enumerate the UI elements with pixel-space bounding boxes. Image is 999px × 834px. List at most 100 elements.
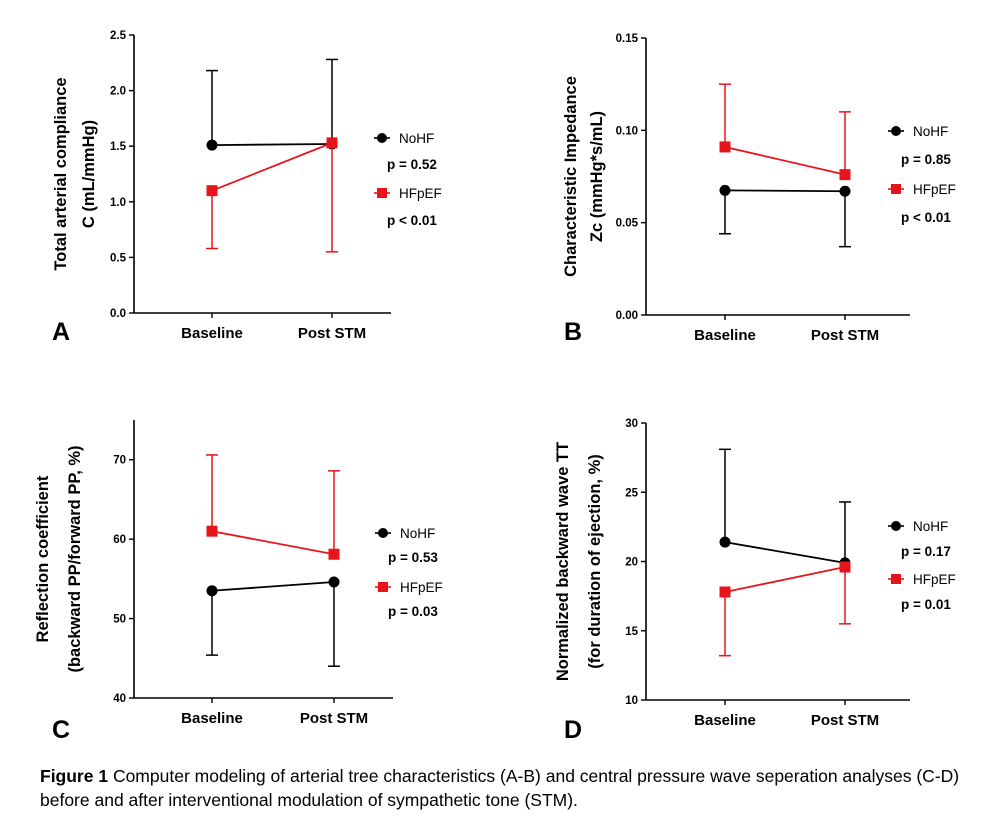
legend-label-hfpef: HFpEF <box>399 186 442 201</box>
y-tick-label: 0.5 <box>110 252 127 264</box>
legend-swatch-hfpef <box>891 574 901 584</box>
x-tick-label-baseline: Baseline <box>694 327 756 344</box>
data-point <box>328 548 340 560</box>
series-hfpef <box>719 561 851 657</box>
y-axis-label-line-1: Total arterial compliance <box>52 77 70 270</box>
caption-lead: Figure 1 <box>40 766 109 786</box>
p-value-nohf: p = 0.52 <box>387 157 437 172</box>
y-axis-label-line-1: Characteristic Impedance <box>562 76 580 277</box>
p-value-nohf: p = 0.85 <box>901 152 951 167</box>
x-tick-label-baseline: Baseline <box>181 710 243 727</box>
series-line <box>211 142 333 192</box>
series-nohf <box>719 184 851 248</box>
x-tick-label-post-stm: Post STM <box>300 710 368 727</box>
legend-swatch-hfpef <box>891 184 901 194</box>
y-axis-label-line-2: (backward PP/forward PP, %) <box>66 445 84 672</box>
x-tick-label-post-stm: Post STM <box>298 325 366 342</box>
y-axis-label-line-2: (for duration of ejection, %) <box>586 454 604 669</box>
y-tick-label: 15 <box>625 626 638 638</box>
y-tick-label: 2.0 <box>110 86 126 98</box>
data-point <box>839 169 851 181</box>
y-tick-label: 10 <box>625 695 638 707</box>
x-tick-label-baseline: Baseline <box>181 325 243 342</box>
series-nohf <box>206 58 338 151</box>
panel-label: D <box>564 716 582 744</box>
panel-label: A <box>52 318 70 346</box>
y-tick-label: 0.0 <box>110 308 126 320</box>
panel-label: C <box>52 716 70 744</box>
y-axis-label-line-1: Normalized backward wave TT <box>554 442 572 681</box>
y-tick-label: 1.0 <box>110 197 126 209</box>
y-tick-label: 60 <box>113 534 126 546</box>
data-point <box>206 585 218 597</box>
series-line <box>211 581 335 592</box>
series-nohf <box>719 448 851 569</box>
data-point <box>839 185 851 197</box>
data-point <box>206 525 218 537</box>
legend-swatch-hfpef <box>377 188 387 198</box>
chart-panel-b: 0.00 0.05 0.10 0.15 Baseline Post STM Characte… <box>562 33 956 346</box>
legend: NoHF p = 0.17 HFpEF p = 0.01 <box>888 519 956 612</box>
p-value-nohf: p = 0.53 <box>388 550 438 565</box>
series-line <box>724 146 846 176</box>
legend-swatch-nohf <box>377 133 387 143</box>
series-line <box>211 530 335 556</box>
y-tick-label: 1.5 <box>110 141 127 153</box>
legend-label-nohf: NoHF <box>913 124 948 139</box>
y-tick-label: 40 <box>113 693 126 705</box>
legend: NoHF p = 0.52 HFpEF p < 0.01 <box>374 131 442 228</box>
y-tick-label: 50 <box>113 614 126 626</box>
series-line <box>724 566 846 593</box>
series-line <box>211 143 333 146</box>
legend-label-hfpef: HFpEF <box>400 580 443 595</box>
p-value-hfpef: p = 0.03 <box>388 604 438 619</box>
p-value-hfpef: p < 0.01 <box>387 213 437 228</box>
y-tick-label: 30 <box>625 418 638 430</box>
data-point <box>719 536 731 548</box>
legend: NoHF p = 0.53 HFpEF p = 0.03 <box>375 526 443 619</box>
legend-swatch-nohf <box>378 528 388 538</box>
series-nohf <box>206 576 340 667</box>
p-value-hfpef: p = 0.01 <box>901 597 951 612</box>
y-axis-label-line-2: Zc (mmHg*s/mL) <box>588 111 606 242</box>
legend-label-hfpef: HFpEF <box>913 572 956 587</box>
data-point <box>719 141 731 153</box>
y-tick-label: 2.5 <box>110 30 127 42</box>
chart-panel-a: 0.0 0.5 1.0 1.5 2.0 2.5 Baseline Post STM Total … <box>52 30 442 346</box>
legend-swatch-hfpef <box>378 582 388 592</box>
legend-label-hfpef: HFpEF <box>913 182 956 197</box>
legend-label-nohf: NoHF <box>399 131 434 146</box>
legend-label-nohf: NoHF <box>400 526 435 541</box>
y-tick-label: 20 <box>625 557 638 569</box>
data-point <box>206 185 218 197</box>
series-hfpef <box>206 454 340 560</box>
data-point <box>839 561 851 573</box>
series-hfpef <box>719 83 851 181</box>
p-value-hfpef: p < 0.01 <box>901 210 951 225</box>
x-tick-label-post-stm: Post STM <box>811 712 879 729</box>
y-tick-label: 0.05 <box>616 218 639 230</box>
x-tick-label-post-stm: Post STM <box>811 327 879 344</box>
y-tick-label: 0.00 <box>616 310 638 322</box>
series-line <box>724 541 846 564</box>
figure-caption: Figure 1 Computer modeling of arterial t… <box>40 764 980 812</box>
y-tick-label: 0.15 <box>616 33 639 45</box>
y-tick-label: 70 <box>113 455 126 467</box>
chart-panel-c: 40 50 60 70 Baseline Post STM Reflection coeff… <box>34 420 443 744</box>
data-point <box>719 586 731 598</box>
series-hfpef <box>206 137 338 253</box>
legend-swatch-nohf <box>891 521 901 531</box>
data-point <box>719 184 731 196</box>
caption-text: Computer modeling of arterial tree chara… <box>40 766 960 810</box>
y-axis-label-line-2: C (mL/mmHg) <box>80 120 98 228</box>
data-point <box>328 576 340 588</box>
panel-label: B <box>564 318 582 346</box>
x-tick-label-baseline: Baseline <box>694 712 756 729</box>
data-point <box>326 137 338 149</box>
y-tick-label: 25 <box>625 487 638 499</box>
chart-panel-d: 10 15 20 25 30 Baseline Post STM Normalized bac… <box>554 418 956 744</box>
p-value-nohf: p = 0.17 <box>901 544 951 559</box>
legend: NoHF p = 0.85 HFpEF p < 0.01 <box>888 124 956 225</box>
y-tick-label: 0.10 <box>616 125 638 137</box>
